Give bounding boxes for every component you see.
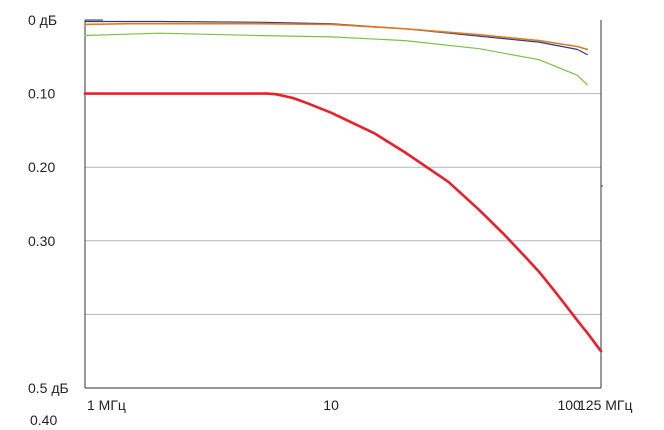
label-layer: 0 дБ 0.10 0.20 0.30 0.5 дБ 0.40 1 МГц 10 100125 …	[28, 12, 633, 428]
y-tick-label: 0.20	[28, 159, 55, 175]
x-tick-label: 100	[557, 397, 581, 413]
y-tick-label: 0.10	[28, 86, 55, 102]
x-tick-label: 10	[323, 397, 339, 413]
series-line-1	[83, 92, 603, 353]
y-tick-label: 0.30	[28, 233, 55, 249]
x-tick-label: 1 МГц	[87, 397, 126, 413]
axis-layer	[84, 19, 603, 389]
y-tick-label-extra: 0.40	[30, 412, 57, 428]
series-line-4	[84, 32, 588, 86]
y-tick-label: 0.5 дБ	[28, 380, 69, 396]
grid-layer	[85, 93, 601, 315]
series-layer	[83, 20, 603, 353]
series-line-3	[84, 22, 589, 51]
x-tick-label: 125 МГц	[578, 397, 633, 413]
y-tick-label: 0 дБ	[28, 12, 57, 28]
